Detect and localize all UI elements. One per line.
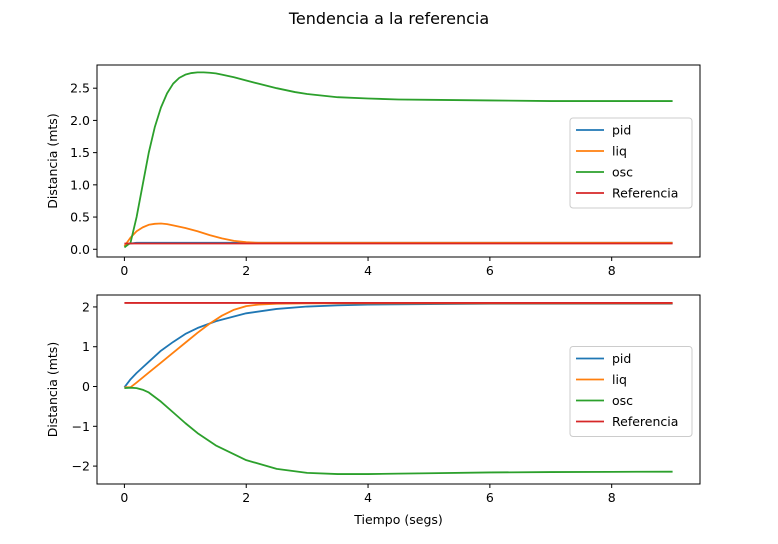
y-tick-label: 2 <box>82 299 90 314</box>
legend-label-osc: osc <box>612 393 633 408</box>
series-line-pid <box>123 302 673 388</box>
y-axis-label: Distancia (mts) <box>45 342 60 437</box>
y-tick-label: 2.5 <box>70 81 90 96</box>
series-line-osc <box>124 386 673 475</box>
axes-frame <box>96 64 701 258</box>
y-axis-label: Distancia (mts) <box>45 113 60 208</box>
legend-box <box>569 117 693 209</box>
y-tick-label: −1 <box>72 419 90 434</box>
x-tick-label: 4 <box>364 490 372 505</box>
x-axis-label: Tiempo (segs) <box>353 512 443 527</box>
legend-label-osc: osc <box>612 165 633 180</box>
x-tick-label: 4 <box>364 263 372 278</box>
x-tick-label: 0 <box>120 263 128 278</box>
legend-box <box>569 346 693 437</box>
legend-label-liq: liq <box>612 372 627 387</box>
legend-label-pid: pid <box>612 123 631 138</box>
x-tick-label: 8 <box>608 490 616 505</box>
y-tick-label: 1.0 <box>70 177 90 192</box>
y-tick-label: 2.0 <box>70 113 90 128</box>
y-tick-label: 0.5 <box>70 210 90 225</box>
subplot-1: 0 2 4 6 8 0.0 0.5 1.0 1.5 2.0 2.5 Distancia (mts) pi… <box>45 64 701 278</box>
x-tick-label: 6 <box>486 263 494 278</box>
y-tick-label: 1.5 <box>70 145 90 160</box>
legend: pid liq osc Referencia <box>569 346 693 437</box>
y-tick-label: 1 <box>82 339 90 354</box>
axes-frame <box>96 294 701 485</box>
x-tick-label: 2 <box>242 263 250 278</box>
legend: pid liq osc Referencia <box>569 117 693 209</box>
subplot-2: 0 2 4 6 8 −2 −1 0 1 2 Distancia (mts) Tiempo (segs)… <box>45 294 701 527</box>
x-tick-label: 6 <box>486 490 494 505</box>
figure-title: Tendencia a la referencia <box>288 9 489 28</box>
legend-label-liq: liq <box>612 144 627 159</box>
legend-label-pid: pid <box>612 351 631 366</box>
x-tick-label: 8 <box>608 263 616 278</box>
legend-label-referencia: Referencia <box>612 186 678 201</box>
series-line-osc <box>123 71 673 249</box>
x-tick-label: 2 <box>242 490 250 505</box>
y-tick-label: 0 <box>82 379 90 394</box>
y-tick-label: 0.0 <box>70 242 90 257</box>
x-tick-label: 0 <box>120 490 128 505</box>
y-tick-label: −2 <box>72 459 90 474</box>
legend-label-referencia: Referencia <box>612 414 678 429</box>
